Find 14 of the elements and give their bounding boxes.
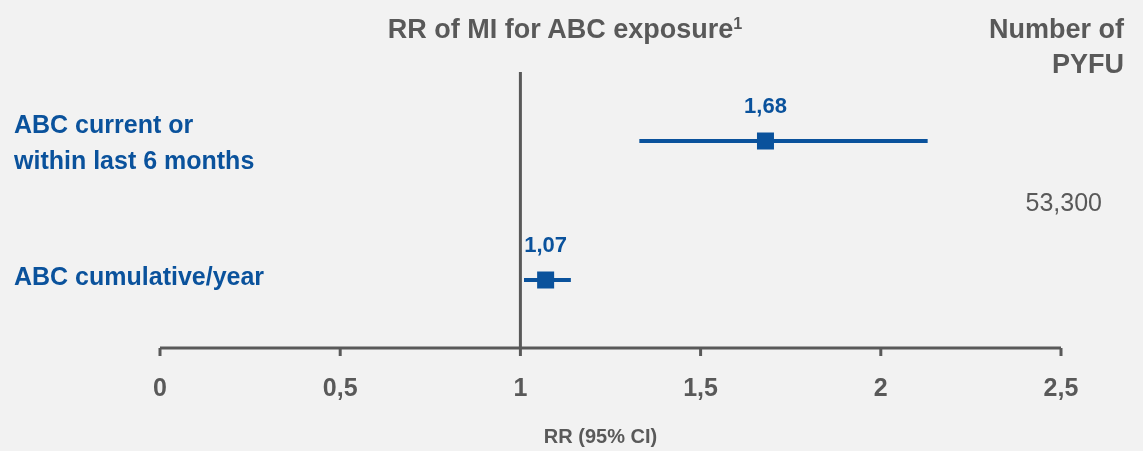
y-tick-label: ABC cumulative/year (14, 262, 265, 290)
x-tick-label: 0 (153, 373, 167, 401)
x-axis-title: RR (95% CI) (543, 425, 658, 447)
x-tick-label: 1 (513, 373, 528, 401)
x-tick-label: 2 (873, 373, 888, 401)
x-tick-label: 2,5 (1043, 373, 1079, 401)
x-tick-label: 0,5 (322, 373, 358, 401)
data-label: 1,68 (744, 93, 787, 118)
annotation: 53,300 (1025, 188, 1102, 216)
x-tick-label: 1,5 (683, 373, 719, 401)
y-tick-label: ABC current or within last 6 months (13, 110, 255, 174)
annotation: Number of PYFU (989, 14, 1126, 79)
data-label: 1,07 (524, 232, 568, 257)
chart-title: RR of MI for ABC exposure$^{1}$ (387, 14, 743, 44)
